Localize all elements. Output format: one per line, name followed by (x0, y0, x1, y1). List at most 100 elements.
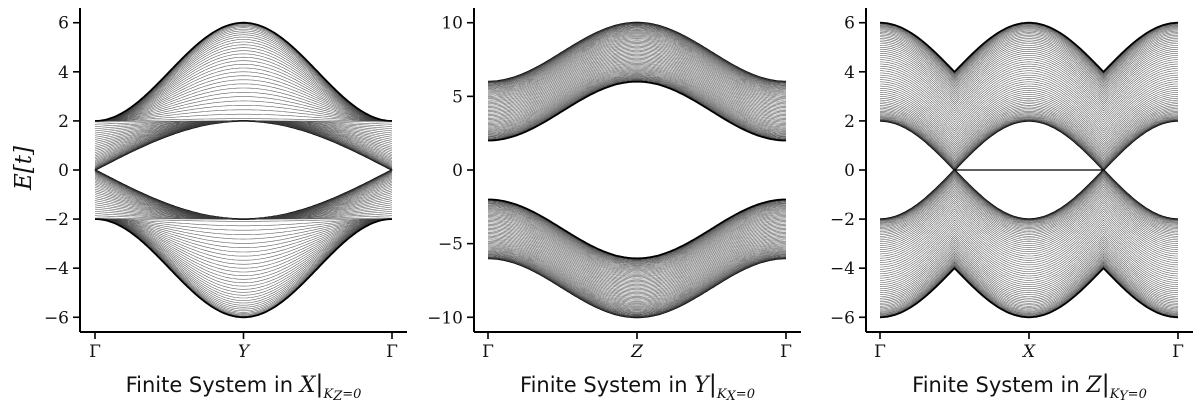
band-line (880, 120, 1178, 171)
band-line (880, 79, 1178, 130)
band-line (95, 218, 392, 280)
band-line (95, 120, 392, 123)
band-line (488, 74, 786, 135)
band-line (487, 52, 787, 113)
band-line (488, 251, 786, 312)
y-tick-label: 4 (58, 63, 69, 83)
band-line (488, 53, 786, 114)
band-line (487, 73, 787, 134)
band-line (488, 201, 786, 261)
band-line (488, 238, 786, 298)
band-line (95, 118, 392, 122)
band-line (488, 235, 786, 296)
band-line (487, 75, 787, 136)
band-line (95, 44, 392, 122)
band-line (488, 78, 786, 138)
band-line (879, 239, 1179, 290)
band-line (487, 24, 787, 84)
band-line (488, 79, 786, 139)
band-line (488, 221, 786, 281)
band-line (879, 116, 1179, 167)
band-line (880, 255, 1178, 306)
band-line (879, 200, 1179, 251)
band-line (880, 120, 1178, 172)
band-line (880, 230, 1178, 281)
band-line (95, 217, 392, 220)
band-line (880, 96, 1178, 146)
band-line (488, 23, 786, 84)
band-line (95, 92, 392, 122)
band-line (488, 28, 786, 88)
band-line (880, 34, 1178, 85)
band-line (94, 178, 393, 220)
band-line (487, 207, 787, 268)
band-line (95, 39, 392, 122)
band-line (880, 119, 1178, 170)
band-line (95, 50, 392, 122)
band-line (880, 175, 1178, 226)
band-line (95, 218, 392, 301)
band-line (488, 32, 786, 93)
band-line (879, 241, 1179, 292)
band-line (488, 25, 786, 85)
y-tick-label: −6 (44, 308, 69, 328)
band-line (488, 66, 786, 127)
band-line (95, 218, 392, 312)
band-line (879, 118, 1179, 168)
band-line (487, 69, 787, 130)
band-line (488, 234, 786, 295)
band-line (487, 25, 787, 86)
band-line (488, 226, 786, 287)
band-line (488, 253, 786, 313)
band-line (488, 43, 786, 103)
band-line (880, 170, 1178, 221)
band-line (879, 256, 1179, 307)
band-line (487, 72, 787, 133)
band-line (880, 118, 1178, 169)
band-line (488, 247, 786, 308)
band-line (488, 39, 786, 99)
band-line (488, 30, 786, 91)
band-line (488, 64, 786, 124)
band-line (880, 59, 1178, 110)
band-line (95, 75, 392, 122)
band-curves (487, 21, 787, 319)
y-tick-label: −5 (438, 235, 463, 255)
band-line (879, 228, 1179, 279)
band-line (880, 258, 1178, 308)
band-line (880, 202, 1178, 252)
band-line (880, 83, 1178, 134)
band-line (488, 77, 786, 138)
panel-finite-x: 6 4 2 0 −2 −4 −6 Γ Y Γ Finite System in X|KZ=0 (44, 8, 407, 404)
band-line (880, 260, 1178, 311)
band-line (879, 172, 1179, 222)
x-tick-label: Γ (482, 342, 494, 362)
band-line (95, 218, 392, 222)
band-line (488, 24, 786, 85)
band-line (879, 24, 1179, 75)
band-line (880, 112, 1178, 163)
y-tick-label: −4 (44, 259, 69, 279)
band-line (95, 67, 392, 122)
band-line (488, 216, 786, 276)
band-line (488, 44, 786, 105)
band-line (880, 169, 1178, 220)
band-line (880, 88, 1178, 138)
band-line (488, 40, 786, 101)
band-line (94, 120, 393, 155)
band-line (879, 104, 1179, 155)
band-line (880, 194, 1178, 244)
band-line (95, 60, 392, 122)
band-line (488, 237, 786, 297)
band-line (488, 211, 786, 272)
band-line (95, 30, 392, 122)
band-line (880, 120, 1178, 170)
y-tick-label: −2 (44, 210, 69, 230)
y-tick-label: 10 (441, 14, 463, 34)
band-line (95, 218, 392, 240)
band-line (880, 113, 1178, 164)
band-line (95, 83, 392, 122)
band-line (880, 32, 1178, 82)
band-line (95, 218, 392, 253)
